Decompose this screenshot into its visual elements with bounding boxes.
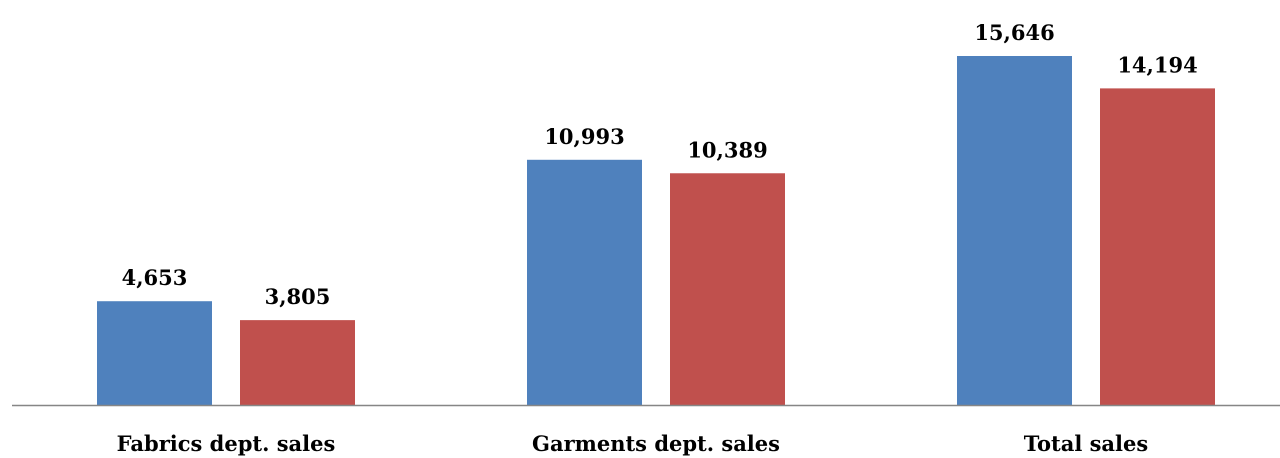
data-label-s0-c1: 10,993 — [544, 124, 624, 149]
category-labels-group: Fabrics dept. sales Garments dept. sales T… — [117, 431, 1149, 456]
data-label-s1-c1: 10,389 — [687, 137, 767, 162]
data-labels-group: 4,653 3,805 10,993 10,389 15,646 14,194 — [122, 20, 1198, 309]
bar-s0-c1 — [527, 159, 642, 405]
data-label-s1-c0: 3,805 — [265, 284, 331, 309]
bars-group — [97, 56, 1215, 406]
data-label-s0-c0: 4,653 — [122, 265, 188, 290]
category-label-1: Garments dept. sales — [532, 431, 780, 456]
bar-s1-c0 — [240, 320, 355, 405]
data-label-s0-c2: 15,646 — [974, 20, 1054, 45]
bar-s0-c0 — [97, 301, 212, 405]
bar-s0-c2 — [957, 56, 1072, 405]
category-label-0: Fabrics dept. sales — [117, 431, 336, 456]
bar-s1-c1 — [670, 173, 785, 405]
data-label-s1-c2: 14,194 — [1117, 52, 1197, 77]
category-label-2: Total sales — [1024, 431, 1148, 456]
bar-s1-c2 — [1100, 88, 1215, 406]
